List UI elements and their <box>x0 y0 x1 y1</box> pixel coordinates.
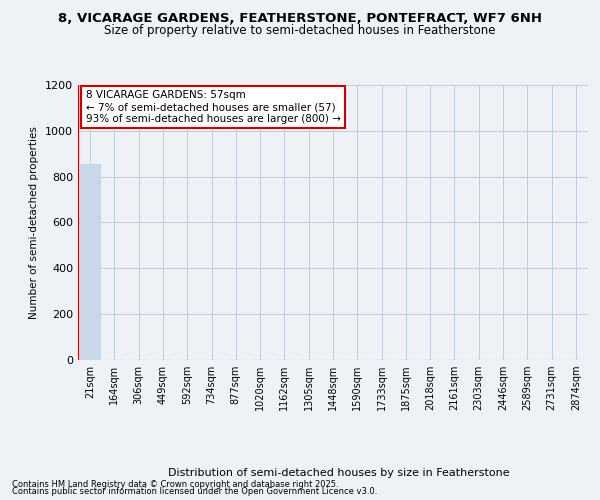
Text: Distribution of semi-detached houses by size in Featherstone: Distribution of semi-detached houses by … <box>168 468 510 477</box>
Bar <box>80 164 100 360</box>
Text: 8, VICARAGE GARDENS, FEATHERSTONE, PONTEFRACT, WF7 6NH: 8, VICARAGE GARDENS, FEATHERSTONE, PONTE… <box>58 12 542 26</box>
Text: Size of property relative to semi-detached houses in Featherstone: Size of property relative to semi-detach… <box>104 24 496 37</box>
Text: Contains HM Land Registry data © Crown copyright and database right 2025.: Contains HM Land Registry data © Crown c… <box>12 480 338 489</box>
Text: 8 VICARAGE GARDENS: 57sqm
← 7% of semi-detached houses are smaller (57)
93% of s: 8 VICARAGE GARDENS: 57sqm ← 7% of semi-d… <box>86 90 341 124</box>
Text: Contains public sector information licensed under the Open Government Licence v3: Contains public sector information licen… <box>12 487 377 496</box>
Y-axis label: Number of semi-detached properties: Number of semi-detached properties <box>29 126 40 319</box>
